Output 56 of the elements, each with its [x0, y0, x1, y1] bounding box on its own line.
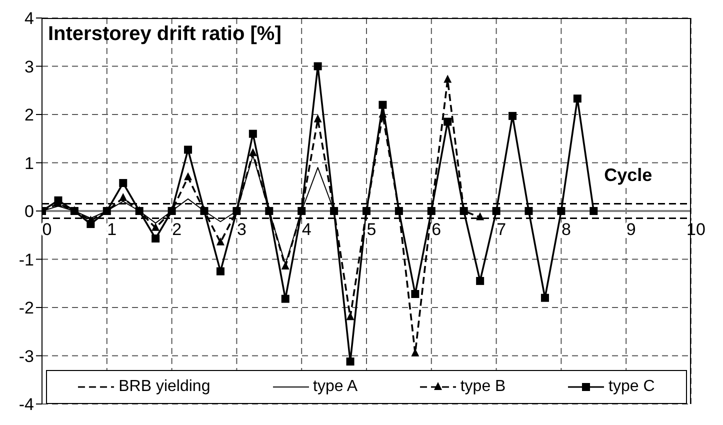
y-tick-label: 3	[24, 57, 34, 76]
point	[411, 290, 420, 298]
point	[281, 261, 290, 270]
legend-label: type B	[459, 378, 506, 396]
y-tick-label: -3	[18, 346, 34, 366]
point	[86, 220, 95, 228]
point	[281, 294, 290, 303]
y-tick-label: -1	[18, 250, 34, 270]
point	[508, 112, 517, 120]
x-tick-label: 6	[432, 220, 442, 239]
x-tick-label: 7	[496, 220, 506, 239]
point	[152, 222, 160, 231]
y-tick-label: 4	[24, 9, 34, 28]
legend-label: type C	[608, 378, 655, 396]
point	[492, 207, 500, 215]
point	[184, 172, 192, 180]
x-tick-label: 4	[302, 220, 312, 239]
x-tick-label: 9	[626, 220, 636, 239]
point	[476, 276, 484, 285]
legend-label: BRB yielding	[118, 378, 210, 396]
x-tick-label: 2	[172, 220, 182, 239]
y-tick-label: 0	[24, 202, 34, 222]
y-tick-label: 2	[24, 106, 34, 125]
point	[346, 312, 354, 320]
point	[557, 207, 566, 215]
point	[346, 358, 354, 366]
legend-label: type A	[312, 378, 358, 396]
point	[573, 94, 582, 103]
point	[444, 118, 452, 126]
x-tick-label: 5	[366, 220, 376, 239]
point	[216, 237, 224, 246]
x-tick-label: 0	[42, 220, 52, 239]
point	[524, 207, 533, 215]
point	[54, 196, 62, 204]
point	[248, 148, 257, 156]
point	[216, 267, 224, 276]
point	[540, 294, 549, 302]
y-tick-label: -4	[18, 395, 34, 414]
point	[248, 130, 257, 138]
y-tick-label: -2	[18, 298, 34, 318]
point	[119, 192, 128, 201]
point	[119, 179, 128, 188]
point	[152, 234, 160, 243]
point	[314, 114, 322, 122]
point	[476, 212, 484, 220]
x-tick-label: 3	[236, 220, 246, 239]
x-axis-title: Cycle	[604, 165, 652, 186]
y-tick-label: 1	[24, 154, 34, 173]
x-tick-label: 8	[561, 220, 571, 239]
point	[444, 74, 452, 83]
y-axis-title: Interstorey drift ratio [%]	[48, 22, 282, 46]
point	[314, 62, 322, 70]
point	[184, 146, 192, 154]
x-tick-label: 1	[107, 220, 117, 239]
point	[590, 207, 598, 215]
point	[378, 100, 387, 109]
